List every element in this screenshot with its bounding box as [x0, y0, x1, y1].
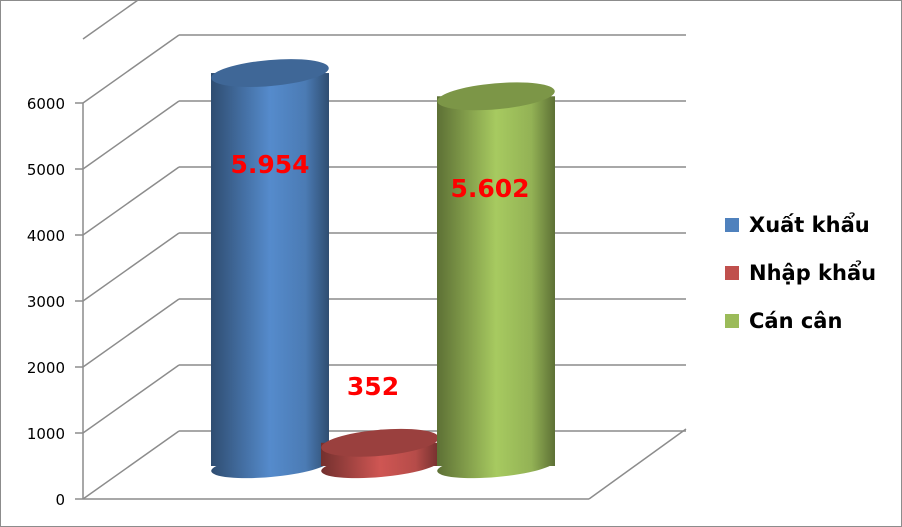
- bar-2: [437, 82, 555, 479]
- bar-1: [321, 428, 439, 479]
- legend-item-can-can: Cán cân: [725, 297, 876, 345]
- data-label: 352: [347, 372, 399, 401]
- legend-swatch: [725, 314, 739, 328]
- y-tick-label: 3000: [27, 293, 65, 311]
- gridline-side: [82, 100, 180, 170]
- legend-label: Nhập khẩu: [749, 261, 877, 285]
- y-tick-label: 6000: [27, 95, 65, 113]
- data-label: 5.602: [450, 174, 529, 203]
- gridline-side: [82, 166, 180, 236]
- gridline-side: [82, 34, 180, 104]
- gridline-side: [82, 430, 180, 500]
- bar-0: [211, 59, 329, 479]
- y-tick-label: 2000: [27, 359, 65, 377]
- cylinder-body: [437, 96, 555, 466]
- cylinder-top: [437, 82, 555, 111]
- legend-item-nhap-khau: Nhập khẩu: [725, 249, 876, 297]
- gridline-side: [82, 298, 180, 368]
- y-tick-label: 0: [55, 491, 65, 509]
- cylinder-top: [321, 428, 439, 457]
- y-tick-label: 5000: [27, 161, 65, 179]
- legend-item-xuat-khau: Xuất khẩu: [725, 201, 876, 249]
- gridline-side: [82, 232, 180, 302]
- legend-label: Xuất khẩu: [749, 213, 870, 237]
- data-label: 5.954: [230, 150, 309, 179]
- wall-edge: [82, 1, 138, 40]
- legend-label: Cán cân: [749, 309, 843, 333]
- gridline-side: [82, 364, 180, 434]
- cylinder-top: [211, 59, 329, 87]
- legend-swatch: [725, 218, 739, 232]
- legend: Xuất khẩu Nhập khẩu Cán cân: [725, 201, 876, 345]
- legend-swatch: [725, 266, 739, 280]
- cylinder-body: [211, 73, 329, 466]
- floor-right: [588, 428, 687, 500]
- y-tick-label: 4000: [27, 227, 65, 245]
- y-tick-label: 1000: [27, 425, 65, 443]
